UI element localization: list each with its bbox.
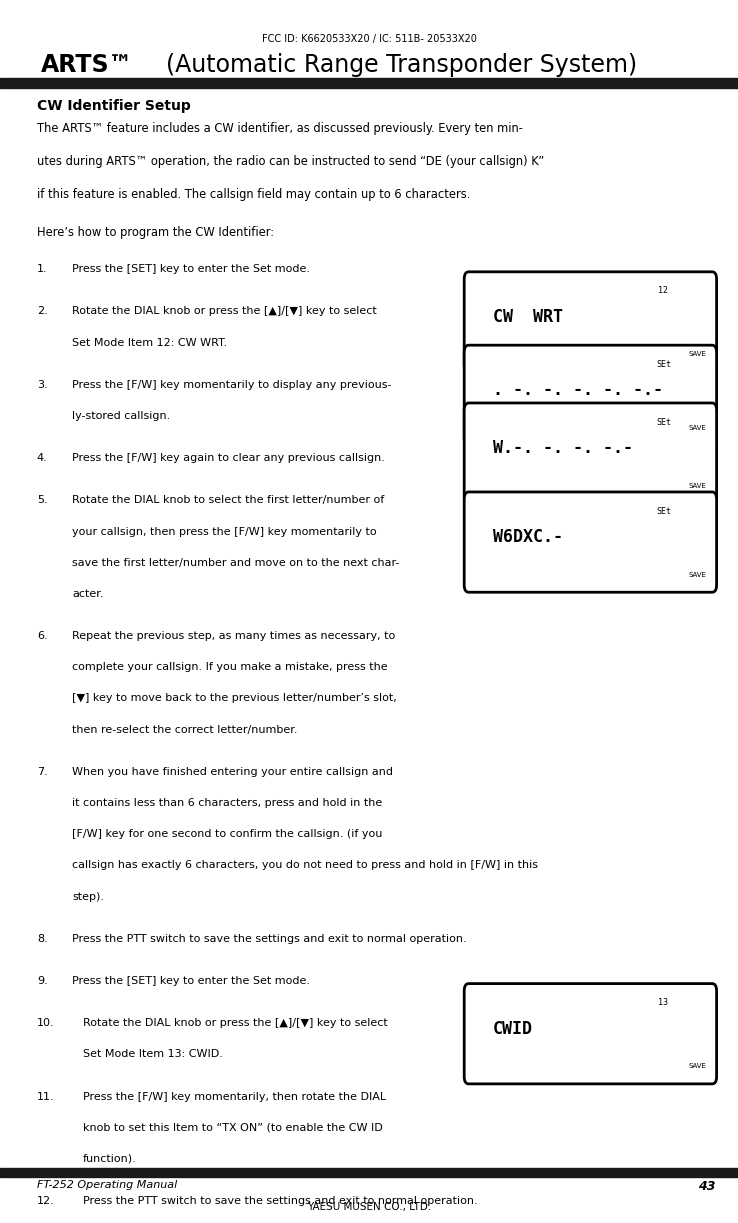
Text: 11.: 11. bbox=[37, 1092, 55, 1102]
Text: Rotate the DIAL knob to select the first letter/number of: Rotate the DIAL knob to select the first… bbox=[72, 495, 384, 505]
FancyBboxPatch shape bbox=[464, 404, 717, 504]
Text: Here’s how to program the CW Identifier:: Here’s how to program the CW Identifier: bbox=[37, 226, 274, 240]
FancyBboxPatch shape bbox=[464, 272, 717, 372]
Text: if this feature is enabled. The callsign field may contain up to 6 characters.: if this feature is enabled. The callsign… bbox=[37, 188, 470, 202]
Text: 13: 13 bbox=[658, 998, 669, 1008]
Text: SEt: SEt bbox=[656, 506, 671, 516]
Text: then re-select the correct letter/number.: then re-select the correct letter/number… bbox=[72, 724, 298, 735]
Text: 3.: 3. bbox=[37, 379, 47, 390]
Text: callsign has exactly 6 characters, you do not need to press and hold in [F/W] in: callsign has exactly 6 characters, you d… bbox=[72, 861, 538, 871]
Text: SAVE: SAVE bbox=[689, 351, 706, 357]
Text: SAVE: SAVE bbox=[689, 1063, 706, 1069]
Text: it contains less than 6 characters, press and hold in the: it contains less than 6 characters, pres… bbox=[72, 799, 382, 808]
Text: function).: function). bbox=[83, 1155, 137, 1164]
Text: Press the [F/W] key momentarily to display any previous-: Press the [F/W] key momentarily to displ… bbox=[72, 379, 392, 390]
Text: 2.: 2. bbox=[37, 307, 48, 317]
Text: 4.: 4. bbox=[37, 454, 48, 464]
Text: knob to set this Item to “TX ON” (to enable the CW ID: knob to set this Item to “TX ON” (to ena… bbox=[83, 1123, 382, 1132]
Text: SAVE: SAVE bbox=[689, 571, 706, 577]
FancyBboxPatch shape bbox=[464, 492, 717, 592]
Text: . -. -. -. -. -.-: . -. -. -. -. -.- bbox=[493, 382, 663, 400]
Text: 5.: 5. bbox=[37, 495, 47, 505]
Text: CWID: CWID bbox=[493, 1020, 533, 1038]
Text: ly-stored callsign.: ly-stored callsign. bbox=[72, 411, 170, 421]
Text: Rotate the DIAL knob or press the [▲]/[▼] key to select: Rotate the DIAL knob or press the [▲]/[▼… bbox=[83, 1018, 387, 1029]
Text: SEt: SEt bbox=[656, 360, 671, 369]
Text: SAVE: SAVE bbox=[689, 483, 706, 489]
Text: 12: 12 bbox=[658, 286, 669, 296]
Text: your callsign, then press the [F/W] key momentarily to: your callsign, then press the [F/W] key … bbox=[72, 526, 377, 537]
Text: [F/W] key for one second to confirm the callsign. (if you: [F/W] key for one second to confirm the … bbox=[72, 829, 383, 839]
Text: 10.: 10. bbox=[37, 1018, 55, 1029]
FancyBboxPatch shape bbox=[464, 345, 717, 445]
Text: Rotate the DIAL knob or press the [▲]/[▼] key to select: Rotate the DIAL knob or press the [▲]/[▼… bbox=[72, 307, 377, 317]
Text: (Automatic Range Transponder System): (Automatic Range Transponder System) bbox=[151, 53, 638, 77]
Text: complete your callsign. If you make a mistake, press the: complete your callsign. If you make a mi… bbox=[72, 663, 388, 673]
Text: utes during ARTS™ operation, the radio can be instructed to send “DE (your calls: utes during ARTS™ operation, the radio c… bbox=[37, 155, 544, 169]
Text: FT-252 Operating Manual: FT-252 Operating Manual bbox=[37, 1180, 177, 1190]
Text: 6.: 6. bbox=[37, 631, 47, 641]
Text: W6DXC.-: W6DXC.- bbox=[493, 528, 563, 547]
Text: Press the [SET] key to enter the Set mode.: Press the [SET] key to enter the Set mod… bbox=[72, 264, 310, 274]
Text: CW  WRT: CW WRT bbox=[493, 308, 563, 327]
Text: SAVE: SAVE bbox=[689, 424, 706, 430]
Text: 9.: 9. bbox=[37, 976, 48, 986]
Text: The ARTS™ feature includes a CW identifier, as discussed previously. Every ten m: The ARTS™ feature includes a CW identifi… bbox=[37, 122, 523, 136]
Text: YAESU MUSEN CO., LTD.: YAESU MUSEN CO., LTD. bbox=[307, 1202, 431, 1212]
Text: Press the PTT switch to save the settings and exit to normal operation.: Press the PTT switch to save the setting… bbox=[72, 934, 467, 944]
Text: [▼] key to move back to the previous letter/number’s slot,: [▼] key to move back to the previous let… bbox=[72, 693, 397, 703]
Text: save the first letter/number and move on to the next char-: save the first letter/number and move on… bbox=[72, 558, 400, 567]
Bar bbox=[0, 78, 738, 88]
Text: ARTS™: ARTS™ bbox=[41, 53, 133, 77]
Text: FCC ID: K6620533X20 / IC: 511B- 20533X20: FCC ID: K6620533X20 / IC: 511B- 20533X20 bbox=[261, 34, 477, 44]
Text: Press the [SET] key to enter the Set mode.: Press the [SET] key to enter the Set mod… bbox=[72, 976, 310, 986]
Text: 1.: 1. bbox=[37, 264, 47, 274]
Text: 43: 43 bbox=[698, 1180, 716, 1194]
Text: acter.: acter. bbox=[72, 589, 104, 599]
Text: 7.: 7. bbox=[37, 767, 48, 777]
Text: Press the [F/W] key again to clear any previous callsign.: Press the [F/W] key again to clear any p… bbox=[72, 454, 385, 464]
Text: W.-. -. -. -.-: W.-. -. -. -.- bbox=[493, 439, 633, 457]
Text: 12.: 12. bbox=[37, 1196, 55, 1206]
Text: CW Identifier Setup: CW Identifier Setup bbox=[37, 99, 190, 113]
Text: 8.: 8. bbox=[37, 934, 48, 944]
Text: Set Mode Item 12: CW WRT.: Set Mode Item 12: CW WRT. bbox=[72, 338, 227, 347]
Text: When you have finished entering your entire callsign and: When you have finished entering your ent… bbox=[72, 767, 393, 777]
Text: step).: step). bbox=[72, 892, 104, 901]
Bar bbox=[0, 1168, 738, 1177]
Text: SEt: SEt bbox=[656, 417, 671, 427]
Text: Set Mode Item 13: CWID.: Set Mode Item 13: CWID. bbox=[83, 1049, 223, 1059]
Text: Repeat the previous step, as many times as necessary, to: Repeat the previous step, as many times … bbox=[72, 631, 396, 641]
Text: Press the [F/W] key momentarily, then rotate the DIAL: Press the [F/W] key momentarily, then ro… bbox=[83, 1092, 386, 1102]
Text: Press the PTT switch to save the settings and exit to normal operation.: Press the PTT switch to save the setting… bbox=[83, 1196, 477, 1206]
FancyBboxPatch shape bbox=[464, 983, 717, 1084]
